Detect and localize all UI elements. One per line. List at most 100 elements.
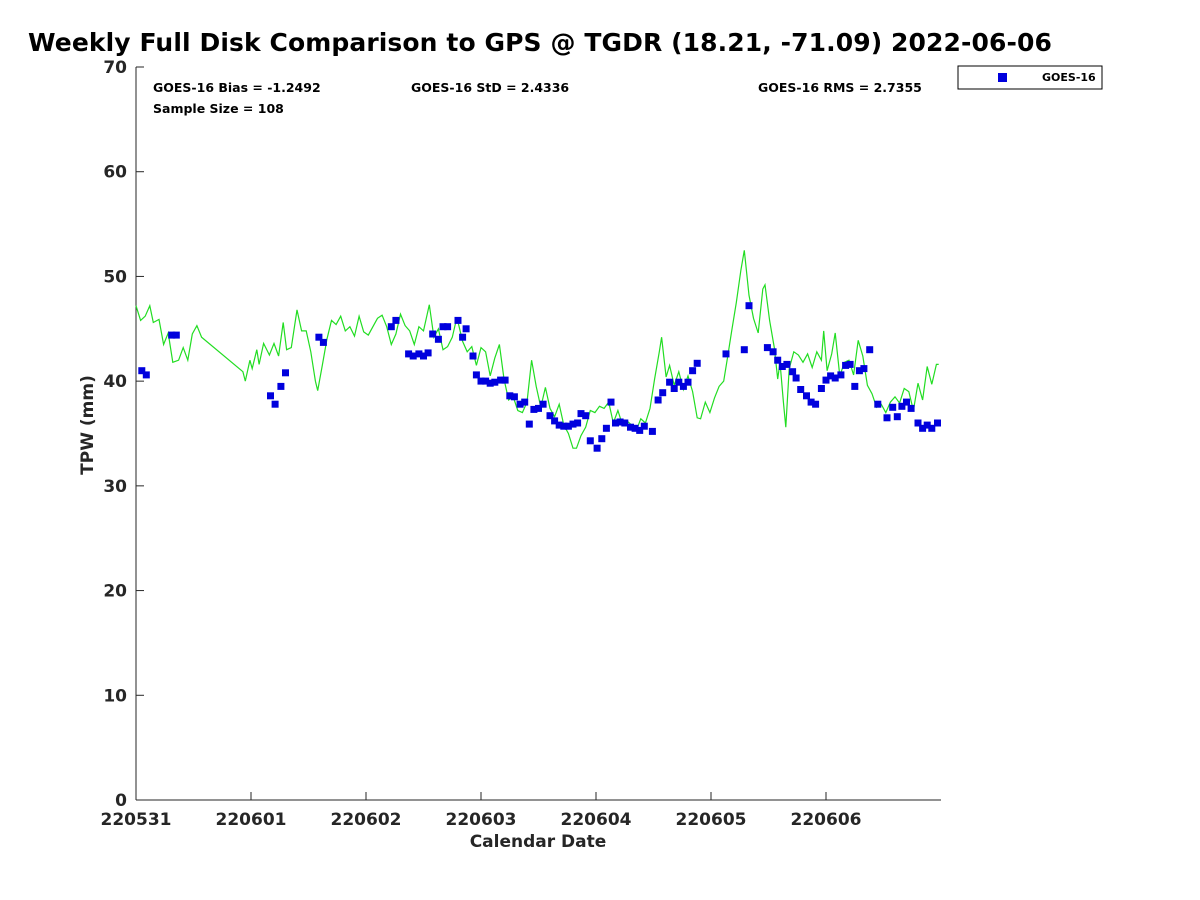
goes16-point — [569, 420, 577, 428]
goes16-point — [846, 360, 854, 368]
goes16-point — [405, 350, 413, 358]
goes16-point — [654, 396, 662, 404]
goes16-point — [769, 348, 777, 356]
goes16-point — [546, 412, 554, 420]
goes16-point — [893, 413, 901, 421]
gps-series-line — [135, 250, 939, 449]
goes16-point — [855, 367, 863, 375]
legend-label: GOES-16 — [1042, 71, 1096, 84]
goes16-point — [444, 323, 452, 331]
goes16-point — [277, 382, 285, 390]
goes16-point — [319, 338, 327, 346]
goes16-point — [267, 392, 274, 400]
goes16-point — [539, 400, 547, 408]
goes16-point — [282, 369, 289, 377]
goes16-point — [593, 444, 601, 452]
goes16-point — [675, 378, 683, 386]
goes16-point — [621, 419, 629, 427]
goes16-point — [679, 382, 687, 390]
goes16-point — [670, 385, 678, 392]
y-tick-label: 0 — [115, 791, 127, 811]
goes16-point — [631, 424, 639, 432]
goes16-point — [783, 360, 791, 368]
goes16-point — [907, 404, 915, 412]
bias-stat: GOES-16 Bias = -1.2492 — [153, 80, 321, 95]
goes16-point — [420, 352, 427, 360]
goes16-point — [454, 316, 462, 324]
goes16-point — [582, 412, 590, 420]
goes16-point — [387, 323, 395, 331]
goes16-point — [898, 402, 906, 410]
goes16-point — [817, 385, 825, 392]
x-axis-label: Calendar Date — [470, 832, 607, 852]
goes16-point — [928, 424, 936, 432]
goes16-point — [415, 350, 423, 358]
goes16-point — [602, 424, 610, 432]
goes16-point — [530, 405, 538, 413]
goes16-point — [429, 330, 437, 338]
goes16-point — [616, 418, 624, 426]
y-axis-label: TPW (mm) — [78, 375, 98, 475]
legend-marker — [998, 73, 1007, 82]
goes16-point — [807, 398, 815, 406]
goes16-point — [555, 421, 563, 429]
goes16-point — [851, 382, 859, 390]
goes16-point — [827, 372, 835, 380]
goes16-point — [142, 371, 150, 379]
goes16-point — [521, 398, 529, 406]
legend: GOES-16 — [957, 65, 1103, 90]
x-tick-label: 220601 — [216, 810, 287, 830]
goes16-point — [740, 346, 748, 354]
goes16-point — [315, 333, 323, 341]
goes16-point — [459, 333, 467, 341]
goes16-point — [462, 325, 470, 333]
y-tick-label: 40 — [103, 372, 127, 392]
goes16-point — [510, 393, 518, 401]
goes16-point — [598, 435, 606, 443]
goes16-point — [883, 414, 891, 422]
goes16-point — [640, 422, 648, 430]
goes16-point — [574, 419, 582, 427]
goes16-point — [551, 417, 559, 425]
goes16-point — [934, 419, 941, 427]
goes16-point — [439, 323, 447, 331]
goes16-point — [774, 356, 782, 364]
goes16-point — [392, 316, 400, 324]
goes16-point — [792, 374, 800, 382]
goes16-point — [482, 377, 490, 385]
goes16-point — [659, 389, 667, 397]
x-tick-label: 220605 — [676, 810, 747, 830]
y-tick-label: 70 — [103, 58, 127, 78]
goes16-point — [535, 404, 542, 412]
goes16-point — [866, 346, 874, 354]
chart-title: Weekly Full Disk Comparison to GPS @ TGD… — [28, 28, 1052, 57]
gps-series — [135, 250, 939, 449]
goes16-point — [586, 437, 594, 445]
x-tick-label: 220603 — [446, 810, 517, 830]
goes16-point — [168, 331, 176, 339]
y-tick-label: 60 — [103, 163, 127, 183]
goes16-point — [648, 427, 656, 435]
goes16-point — [612, 419, 619, 427]
x-tick-label: 220602 — [331, 810, 402, 830]
goes16-point — [497, 376, 505, 384]
goes16-point — [789, 368, 797, 376]
goes16-point — [693, 359, 701, 367]
goes16-point — [409, 352, 417, 360]
goes16-point — [501, 376, 509, 384]
axis-ticks: 0 10 20 30 40 50 60 70 220531 220601 220602 220603 2… — [101, 58, 862, 830]
goes16-point — [486, 379, 494, 387]
goes16-point — [812, 400, 820, 408]
goes16-point — [822, 376, 830, 384]
goes16-point — [919, 424, 927, 432]
y-tick-label: 10 — [103, 686, 127, 706]
goes16-point — [627, 423, 634, 431]
goes16-point — [516, 400, 524, 408]
goes16-point — [831, 374, 839, 382]
goes16-point — [684, 378, 692, 386]
goes16-point — [860, 365, 868, 373]
goes16-point — [914, 419, 922, 427]
goes16-point — [472, 371, 480, 379]
goes16-point — [138, 367, 146, 375]
x-tick-label: 220531 — [101, 810, 172, 830]
